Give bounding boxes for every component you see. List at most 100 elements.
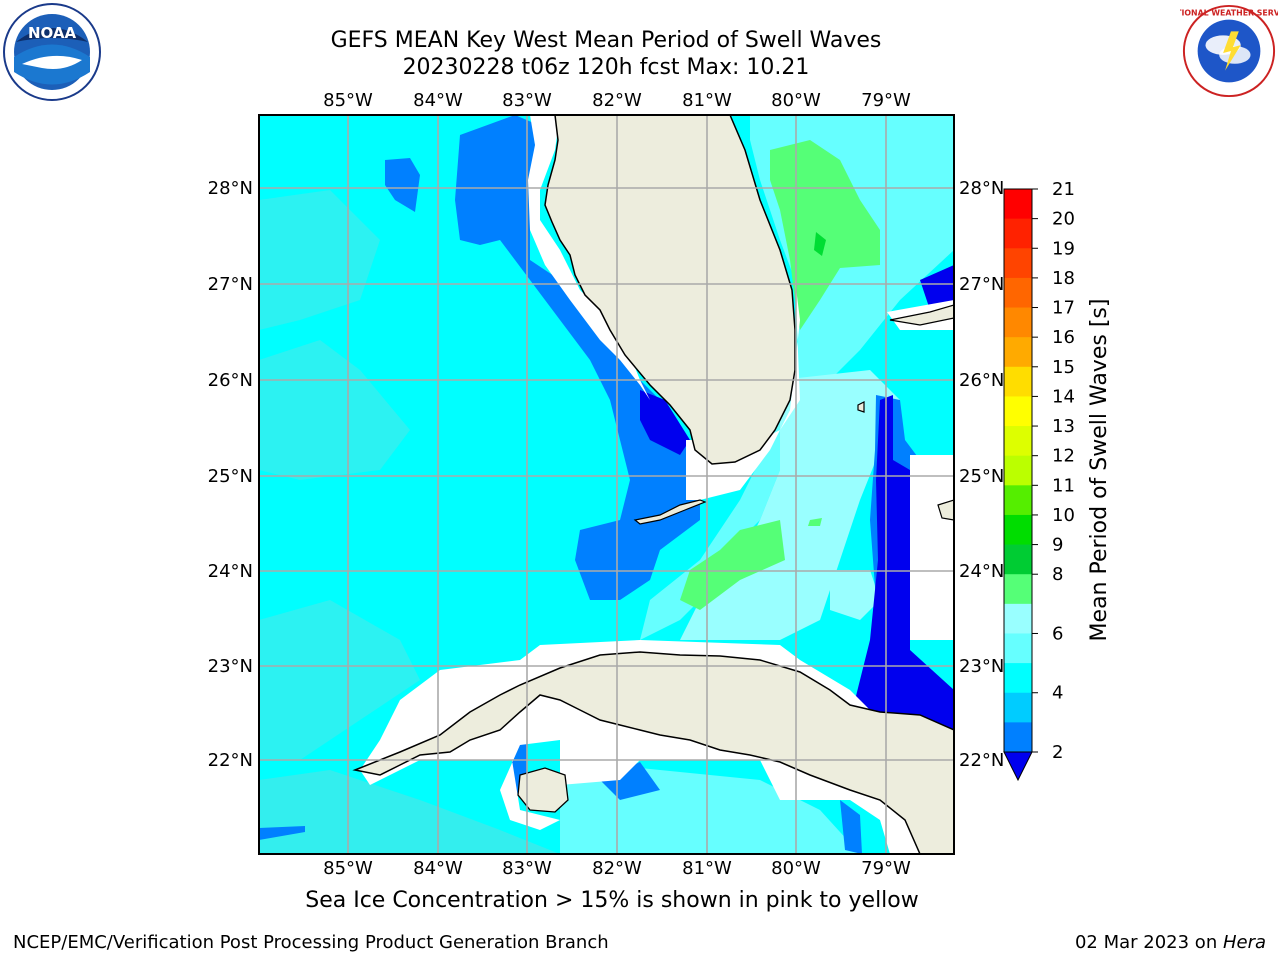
colorbar: 21 20 19 18 17 16 15 14 13 12 11 10 9 8 6 4 2: [1003, 179, 1075, 782]
colorbar-tick-label: 14: [1052, 386, 1075, 407]
land-bimini: [857, 401, 865, 413]
lat-label: 28°N: [959, 178, 1004, 199]
ocean-shade-patch: [259, 600, 420, 760]
nodata-coastal-florida-west: [528, 115, 650, 400]
lat-label: 25°N: [208, 466, 253, 487]
colorbar-tick-label: 17: [1052, 298, 1075, 319]
chart-title-line2: 20230228 t06z 120h fcst Max: 10.21: [402, 55, 810, 80]
colorbar-tick-label: 8: [1052, 564, 1063, 585]
swell-dark-blue-patch: [640, 390, 690, 455]
lon-labels-bottom: 85°W 84°W 83°W 82°W 81°W 80°W 79°W: [323, 858, 911, 879]
colorbar-swatch: [1004, 722, 1032, 753]
colorbar-swatch: [1004, 544, 1032, 575]
colorbar-frame: [1003, 188, 1033, 753]
colorbar-tick-label: 13: [1052, 416, 1075, 437]
colorbar-swatch: [1004, 514, 1032, 546]
colorbar-tick-label: 9: [1052, 535, 1063, 556]
lon-label: 85°W: [323, 858, 373, 879]
lat-label: 22°N: [959, 750, 1004, 771]
lat-label: 26°N: [959, 370, 1004, 391]
lat-label: 27°N: [959, 274, 1004, 295]
sea-ice-note: Sea Ice Concentration > 15% is shown in …: [305, 888, 919, 913]
colorbar-swatch: [1004, 485, 1032, 516]
swell-dark-patch-ne: [920, 265, 954, 310]
colorbar-tick-label: 6: [1052, 623, 1063, 644]
swell-green-dot: [808, 518, 822, 526]
ocean-shade-patch: [259, 190, 380, 330]
colorbar-extend-triangle: [1003, 751, 1033, 782]
colorbar-label: Mean Period of Swell Waves [s]: [1087, 299, 1112, 642]
colorbar-tick-label: 18: [1052, 268, 1075, 289]
swell-green-dark: [814, 232, 826, 256]
lon-label: 79°W: [861, 858, 911, 879]
lon-labels-top: 85°W 84°W 83°W 82°W 81°W 80°W 79°W: [323, 90, 911, 111]
lon-label: 83°W: [502, 858, 552, 879]
nws-logo: NATIONAL WEATHER SERVICE: [1180, 3, 1278, 99]
lon-label: 82°W: [592, 90, 642, 111]
nodata-bahamas: [910, 455, 954, 640]
map-plot-area: [259, 115, 954, 854]
colorbar-swatch: [1004, 337, 1032, 368]
lon-label: 79°W: [861, 90, 911, 111]
colorbar-swatch: [1004, 633, 1032, 664]
graticule: [259, 115, 954, 854]
swell-blue-patch-sw: [259, 826, 305, 840]
lat-label: 24°N: [208, 561, 253, 582]
swell-deep-blue-shelf: [455, 115, 700, 600]
colorbar-tick-label: 4: [1052, 683, 1063, 704]
lon-label: 80°W: [771, 90, 821, 111]
lon-label: 84°W: [413, 858, 463, 879]
lon-label: 84°W: [413, 90, 463, 111]
lon-label: 83°W: [502, 90, 552, 111]
land-bahamas-north: [889, 304, 954, 326]
colorbar-tick-label: 11: [1052, 475, 1075, 496]
colorbar-swatch: [1004, 307, 1032, 338]
colorbar-swatch: [1004, 189, 1032, 220]
lat-label: 23°N: [959, 656, 1004, 677]
lon-label: 81°W: [682, 90, 732, 111]
colorbar-tick-label: 12: [1052, 446, 1075, 467]
colorbar-swatch: [1004, 218, 1032, 249]
colorbar-swatch: [1004, 426, 1032, 457]
credit-date: 02 Mar 2023 on: [1074, 932, 1223, 953]
colorbar-swatch: [1004, 396, 1032, 427]
ocean-shade-patch: [259, 770, 560, 854]
lat-label: 23°N: [208, 656, 253, 677]
colorbar-tick-label: 15: [1052, 357, 1075, 378]
swell-dark-band-east: [855, 395, 954, 735]
colorbar-swatch: [1004, 692, 1032, 723]
colorbar-swatch: [1004, 663, 1032, 694]
colorbar-swatch: [1004, 366, 1032, 397]
svg-text:NATIONAL WEATHER SERVICE: NATIONAL WEATHER SERVICE: [1180, 9, 1278, 18]
lon-label: 85°W: [323, 90, 373, 111]
ocean-shade-patch: [259, 340, 410, 480]
swell-blue-patch-south: [840, 800, 862, 854]
colorbar-tick-label: 2: [1052, 742, 1063, 763]
land-bahamas-andros: [937, 499, 954, 521]
colorbar-swatch: [1004, 248, 1032, 279]
noaa-logo: NOAA: [3, 3, 101, 101]
colorbar-tick-label: 16: [1052, 327, 1075, 348]
swell-blue-patch-south: [600, 762, 660, 800]
colorbar-tick-label: 19: [1052, 238, 1075, 259]
colorbar-swatch: [1004, 603, 1032, 634]
land-isla-juventud: [517, 767, 569, 813]
ocean-pale-patch: [830, 570, 880, 620]
lat-label: 27°N: [208, 274, 253, 295]
lon-label: 80°W: [771, 858, 821, 879]
lat-labels-left: 28°N 27°N 26°N 25°N 24°N 23°N 22°N: [208, 178, 253, 771]
credit-left: NCEP/EMC/Verification Post Processing Pr…: [13, 932, 609, 953]
colorbar-tick-label: 20: [1052, 209, 1075, 230]
colorbar-tick-label: 10: [1052, 505, 1075, 526]
lat-label: 26°N: [208, 370, 253, 391]
colorbar-swatch: [1004, 277, 1032, 309]
lat-label: 28°N: [208, 178, 253, 199]
colorbar-tick-label: 21: [1052, 179, 1075, 200]
swell-deep-blue-patch: [385, 158, 420, 212]
svg-text:NOAA: NOAA: [28, 24, 77, 42]
lat-label: 22°N: [208, 750, 253, 771]
lon-label: 81°W: [682, 858, 732, 879]
chart-title-line1: GEFS MEAN Key West Mean Period of Swell …: [330, 28, 882, 53]
colorbar-swatch: [1004, 574, 1032, 605]
